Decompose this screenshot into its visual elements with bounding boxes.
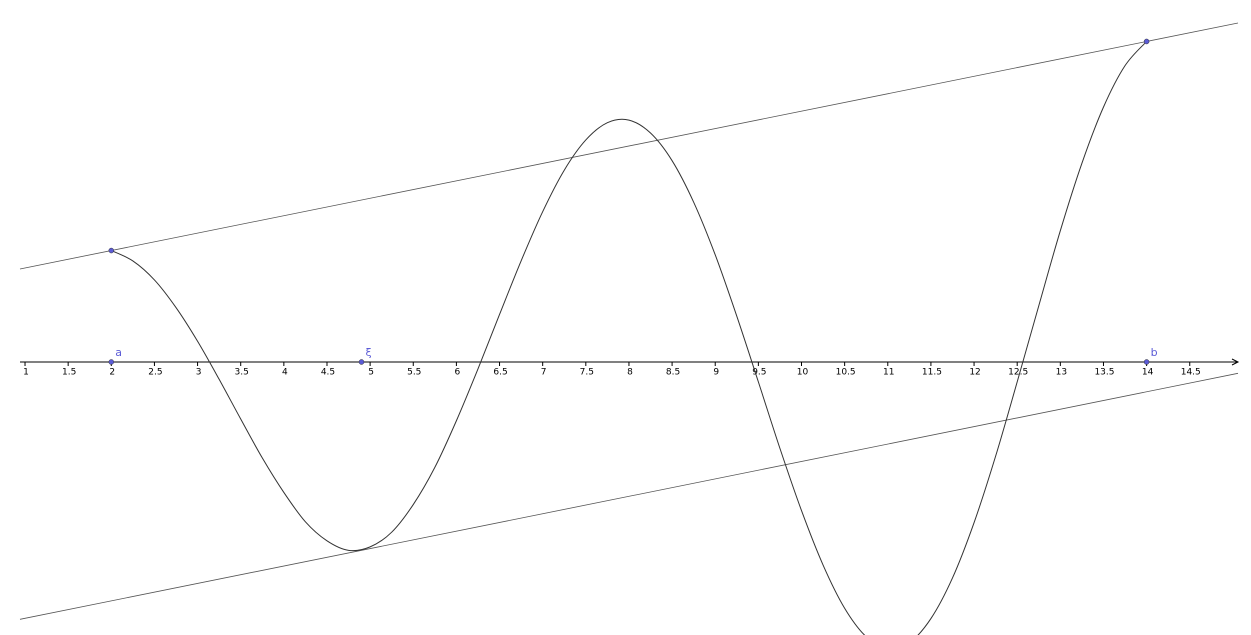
x-tick-label: 8 xyxy=(627,367,633,377)
axis-point xyxy=(1143,359,1150,365)
secant-line xyxy=(19,22,1239,270)
x-tick-label: 9.5 xyxy=(752,367,766,377)
x-tick-label: 13 xyxy=(1056,367,1067,377)
x-tick-label: 6.5 xyxy=(493,367,507,377)
x-tick-label: 7.5 xyxy=(580,367,594,377)
x-tick-label: 10.5 xyxy=(836,367,856,377)
x-tick-label: 7 xyxy=(541,367,547,377)
point-label: ξ xyxy=(365,346,371,359)
tangent-line xyxy=(19,372,1239,620)
x-tick-label: 2 xyxy=(109,367,115,377)
x-tick-label: 4 xyxy=(282,367,288,377)
x-tick-label: 3.5 xyxy=(235,367,249,377)
x-tick-label: 6 xyxy=(455,367,461,377)
x-tick-label: 3 xyxy=(196,367,202,377)
curve-point xyxy=(1143,38,1150,45)
axis-arrow xyxy=(1231,358,1240,366)
x-tick-label: 2.5 xyxy=(148,367,162,377)
x-tick-label: 14.5 xyxy=(1181,367,1201,377)
point-label: b xyxy=(1151,346,1158,359)
x-tick-label: 12 xyxy=(969,367,980,377)
x-tick-label: 4.5 xyxy=(321,367,335,377)
x-tick-label: 13.5 xyxy=(1094,367,1114,377)
curve-point xyxy=(108,247,115,254)
x-tick-label: 12.5 xyxy=(1008,367,1028,377)
x-tick-label: 1.5 xyxy=(62,367,76,377)
x-tick-label: 8.5 xyxy=(666,367,680,377)
function-curve xyxy=(111,41,1147,635)
x-tick-label: 5 xyxy=(368,367,374,377)
x-tick-label: 10 xyxy=(797,367,809,377)
point-label: a xyxy=(115,346,122,359)
axis-point xyxy=(108,359,115,365)
x-tick-label: 5.5 xyxy=(407,367,421,377)
x-tick-label: 1 xyxy=(23,367,29,377)
x-tick-label: 11.5 xyxy=(922,367,942,377)
x-tick-label: 9 xyxy=(713,367,719,377)
x-tick-label: 14 xyxy=(1142,367,1154,377)
axis-point xyxy=(358,359,365,365)
x-tick-label: 11 xyxy=(883,367,894,377)
